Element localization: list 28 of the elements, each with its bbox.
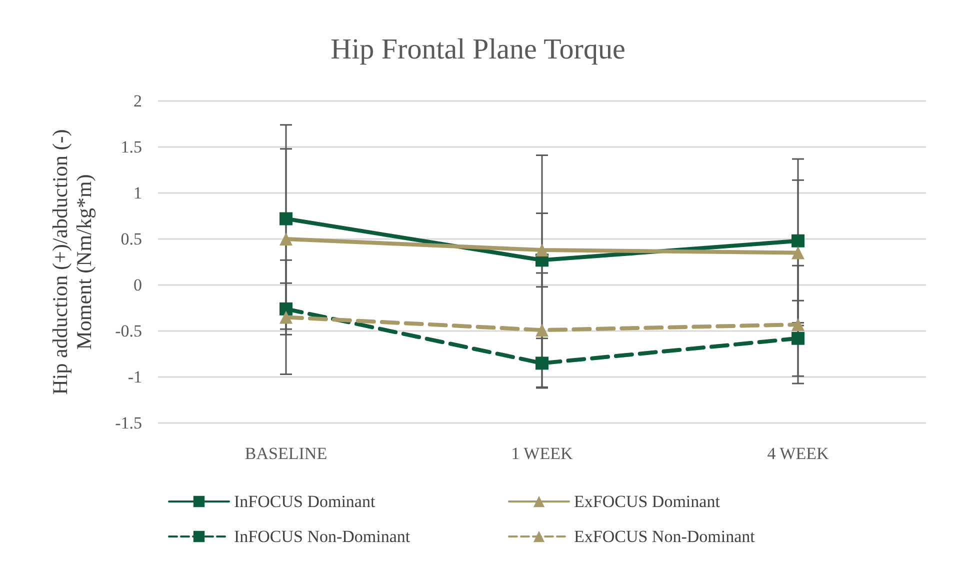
x-tick-label: BASELINE	[244, 444, 328, 463]
point	[792, 234, 804, 248]
y-tick-label: 1	[134, 184, 142, 202]
point	[536, 356, 548, 370]
legend-label: ExFOCUS Dominant	[574, 492, 720, 511]
y-tick-label: 1.5	[120, 138, 142, 156]
y-tick-label: -1.5	[115, 414, 142, 432]
y-tick-label: -1	[128, 368, 142, 386]
y-tick-label: -0.5	[115, 322, 142, 340]
chart-title: Hip Frontal Plane Torque	[330, 34, 626, 66]
x-tick-label: 1 WEEK	[511, 444, 574, 463]
legend-label: InFOCUS Non-Dominant	[234, 527, 410, 546]
point	[792, 332, 804, 345]
y-tick-label: 2	[134, 92, 142, 110]
point	[792, 318, 804, 332]
point	[280, 212, 292, 226]
point	[280, 232, 292, 246]
y-axis-title: Hip adduction (+)/abduction (-) Moment (Nm/kg*m)	[48, 129, 96, 395]
y-tick-label: 0.5	[120, 230, 142, 248]
y-tick-label: 0	[134, 276, 142, 294]
point	[280, 302, 292, 316]
x-tick-label: 4 WEEK	[767, 444, 830, 463]
point	[792, 246, 804, 260]
point	[536, 324, 548, 337]
legend-label: InFOCUS Dominant	[234, 492, 376, 511]
point	[536, 244, 548, 257]
point	[280, 310, 292, 324]
legend-label: ExFOCUS Non-Dominant	[574, 527, 756, 546]
